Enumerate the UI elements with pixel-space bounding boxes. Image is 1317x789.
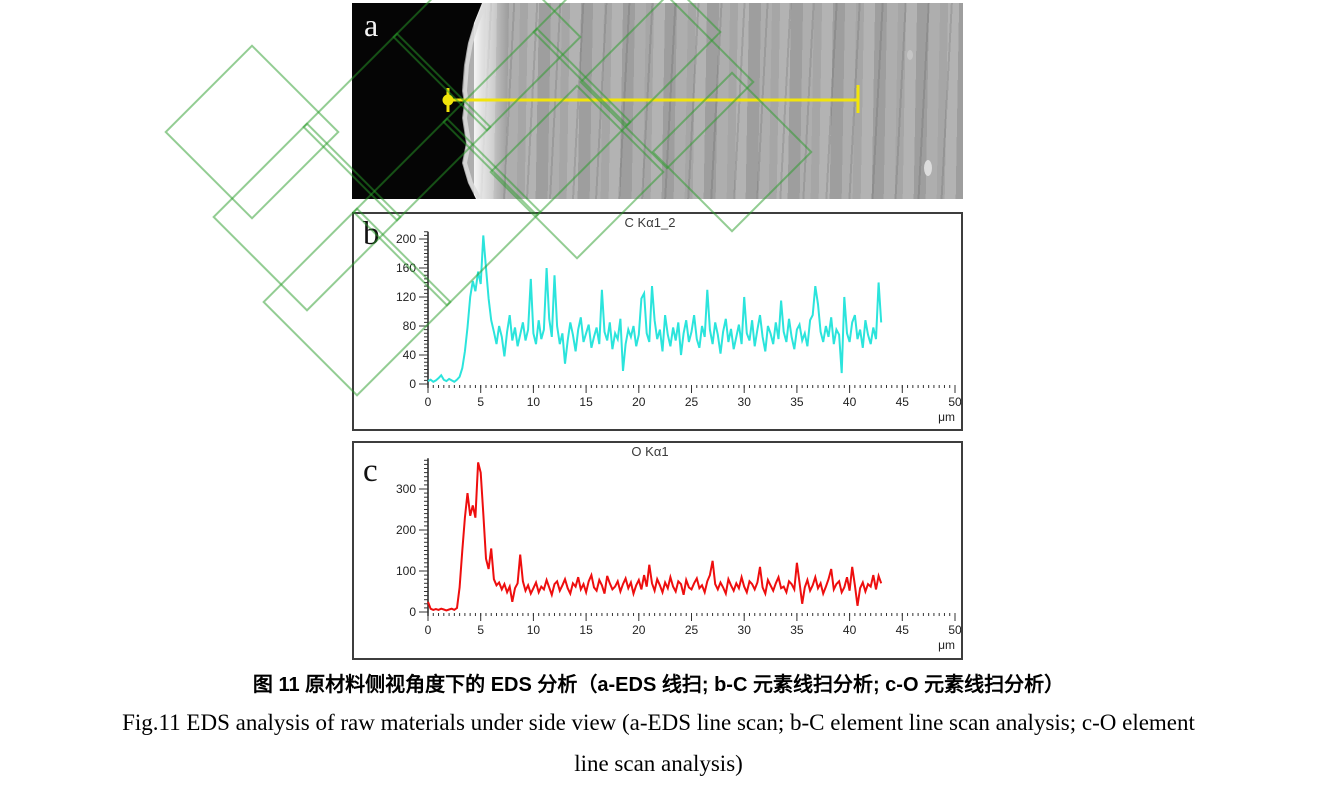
panel-c-label: c [363, 453, 378, 489]
sem-black-region [352, 3, 482, 199]
svg-text:15: 15 [579, 395, 593, 409]
svg-text:0: 0 [425, 395, 432, 409]
svg-text:5: 5 [477, 395, 484, 409]
c-linescan-chart-panel: C Kα1_2 0 40 80 120 160 200 0 5 10 15 20 25 30 35 40 45 5… [352, 212, 963, 431]
svg-text:40: 40 [843, 623, 857, 637]
svg-text:200: 200 [396, 232, 416, 246]
svg-text:μm: μm [938, 410, 955, 424]
svg-text:O Kα1: O Kα1 [631, 444, 668, 459]
sem-overlay-graphics [352, 3, 932, 199]
svg-text:120: 120 [396, 290, 416, 304]
svg-text:25: 25 [685, 623, 699, 637]
sem-bright-spot [924, 160, 932, 176]
svg-text:10: 10 [527, 623, 541, 637]
sem-bright-spot-2 [907, 50, 913, 60]
caption-english-line2: line scan analysis) [574, 751, 743, 776]
c-linescan-chart: C Kα1_2 0 40 80 120 160 200 0 5 10 15 20 25 30 35 40 45 5… [396, 215, 961, 424]
svg-text:20: 20 [632, 623, 646, 637]
svg-text:0: 0 [409, 605, 416, 619]
svg-text:80: 80 [403, 319, 417, 333]
caption-english-line1: Fig.11 EDS analysis of raw materials und… [122, 710, 1195, 735]
svg-text:35: 35 [790, 395, 804, 409]
sem-image-panel: a [352, 3, 963, 199]
svg-text:40: 40 [403, 348, 417, 362]
line-scan-start-dot [442, 94, 454, 106]
svg-text:0: 0 [425, 623, 432, 637]
svg-text:20: 20 [632, 395, 646, 409]
svg-text:40: 40 [843, 395, 857, 409]
eds-line-scan-marker [446, 85, 860, 113]
svg-text:30: 30 [738, 623, 752, 637]
svg-text:25: 25 [685, 395, 699, 409]
sem-edge-line [462, 4, 487, 199]
svg-text:35: 35 [790, 623, 804, 637]
svg-text:30: 30 [738, 395, 752, 409]
svg-text:45: 45 [896, 395, 910, 409]
svg-text:300: 300 [396, 482, 416, 496]
svg-text:μm: μm [938, 638, 955, 652]
svg-text:45: 45 [896, 623, 910, 637]
svg-text:50: 50 [948, 395, 961, 409]
svg-text:200: 200 [396, 523, 416, 537]
svg-text:100: 100 [396, 564, 416, 578]
panel-a-label: a [364, 7, 379, 43]
svg-text:15: 15 [579, 623, 593, 637]
svg-text:5: 5 [477, 623, 484, 637]
svg-text:C Kα1_2: C Kα1_2 [625, 215, 676, 230]
svg-text:0: 0 [409, 377, 416, 391]
svg-text:160: 160 [396, 261, 416, 275]
svg-text:10: 10 [527, 395, 541, 409]
svg-text:50: 50 [948, 623, 961, 637]
caption-chinese: 图 11 原材料侧视角度下的 EDS 分析（a-EDS 线扫; b-C 元素线扫… [252, 674, 1065, 696]
o-linescan-chart-panel: O Kα1 0 100 200 300 0 5 10 15 20 25 30 35 40 45 50 μm c [352, 441, 963, 660]
watermark-diamond [164, 44, 340, 220]
panel-b-label: b [363, 216, 380, 252]
